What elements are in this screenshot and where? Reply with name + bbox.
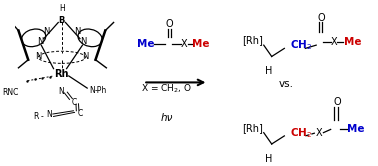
Text: H: H	[265, 66, 273, 76]
Text: Me: Me	[347, 124, 365, 134]
Text: N: N	[82, 52, 88, 61]
Text: N: N	[58, 87, 64, 96]
Text: RNC: RNC	[2, 88, 19, 97]
Text: C: C	[71, 98, 76, 107]
Text: C: C	[77, 109, 82, 118]
Text: N: N	[43, 27, 50, 36]
Text: CH$_2$: CH$_2$	[290, 38, 312, 52]
Text: N: N	[90, 86, 96, 95]
Text: vs.: vs.	[279, 79, 294, 89]
Text: H: H	[265, 154, 273, 164]
Text: -Ph: -Ph	[94, 86, 107, 95]
Text: O: O	[333, 97, 341, 107]
Text: Me: Me	[344, 37, 361, 47]
Text: Me: Me	[137, 39, 155, 48]
Text: CH$_2$: CH$_2$	[290, 126, 312, 140]
Text: N: N	[74, 27, 81, 36]
Text: R: R	[33, 112, 38, 121]
Text: X: X	[180, 39, 187, 48]
Text: Me: Me	[192, 39, 210, 48]
Text: B: B	[59, 16, 65, 25]
Text: N: N	[35, 52, 42, 61]
Text: N: N	[46, 110, 52, 119]
Text: -: -	[41, 112, 43, 121]
Text: Rh: Rh	[54, 69, 69, 79]
Text: O: O	[318, 13, 325, 23]
Text: H: H	[59, 4, 65, 13]
Text: [Rh]: [Rh]	[242, 35, 263, 45]
Text: N: N	[81, 37, 87, 46]
Text: X: X	[331, 37, 337, 47]
Text: hν: hν	[161, 113, 173, 123]
Text: [Rh]: [Rh]	[242, 123, 263, 133]
Text: N: N	[37, 37, 43, 46]
Text: O: O	[166, 19, 174, 29]
Text: X: X	[316, 128, 323, 138]
Text: X = CH$_2$, O: X = CH$_2$, O	[141, 83, 192, 95]
